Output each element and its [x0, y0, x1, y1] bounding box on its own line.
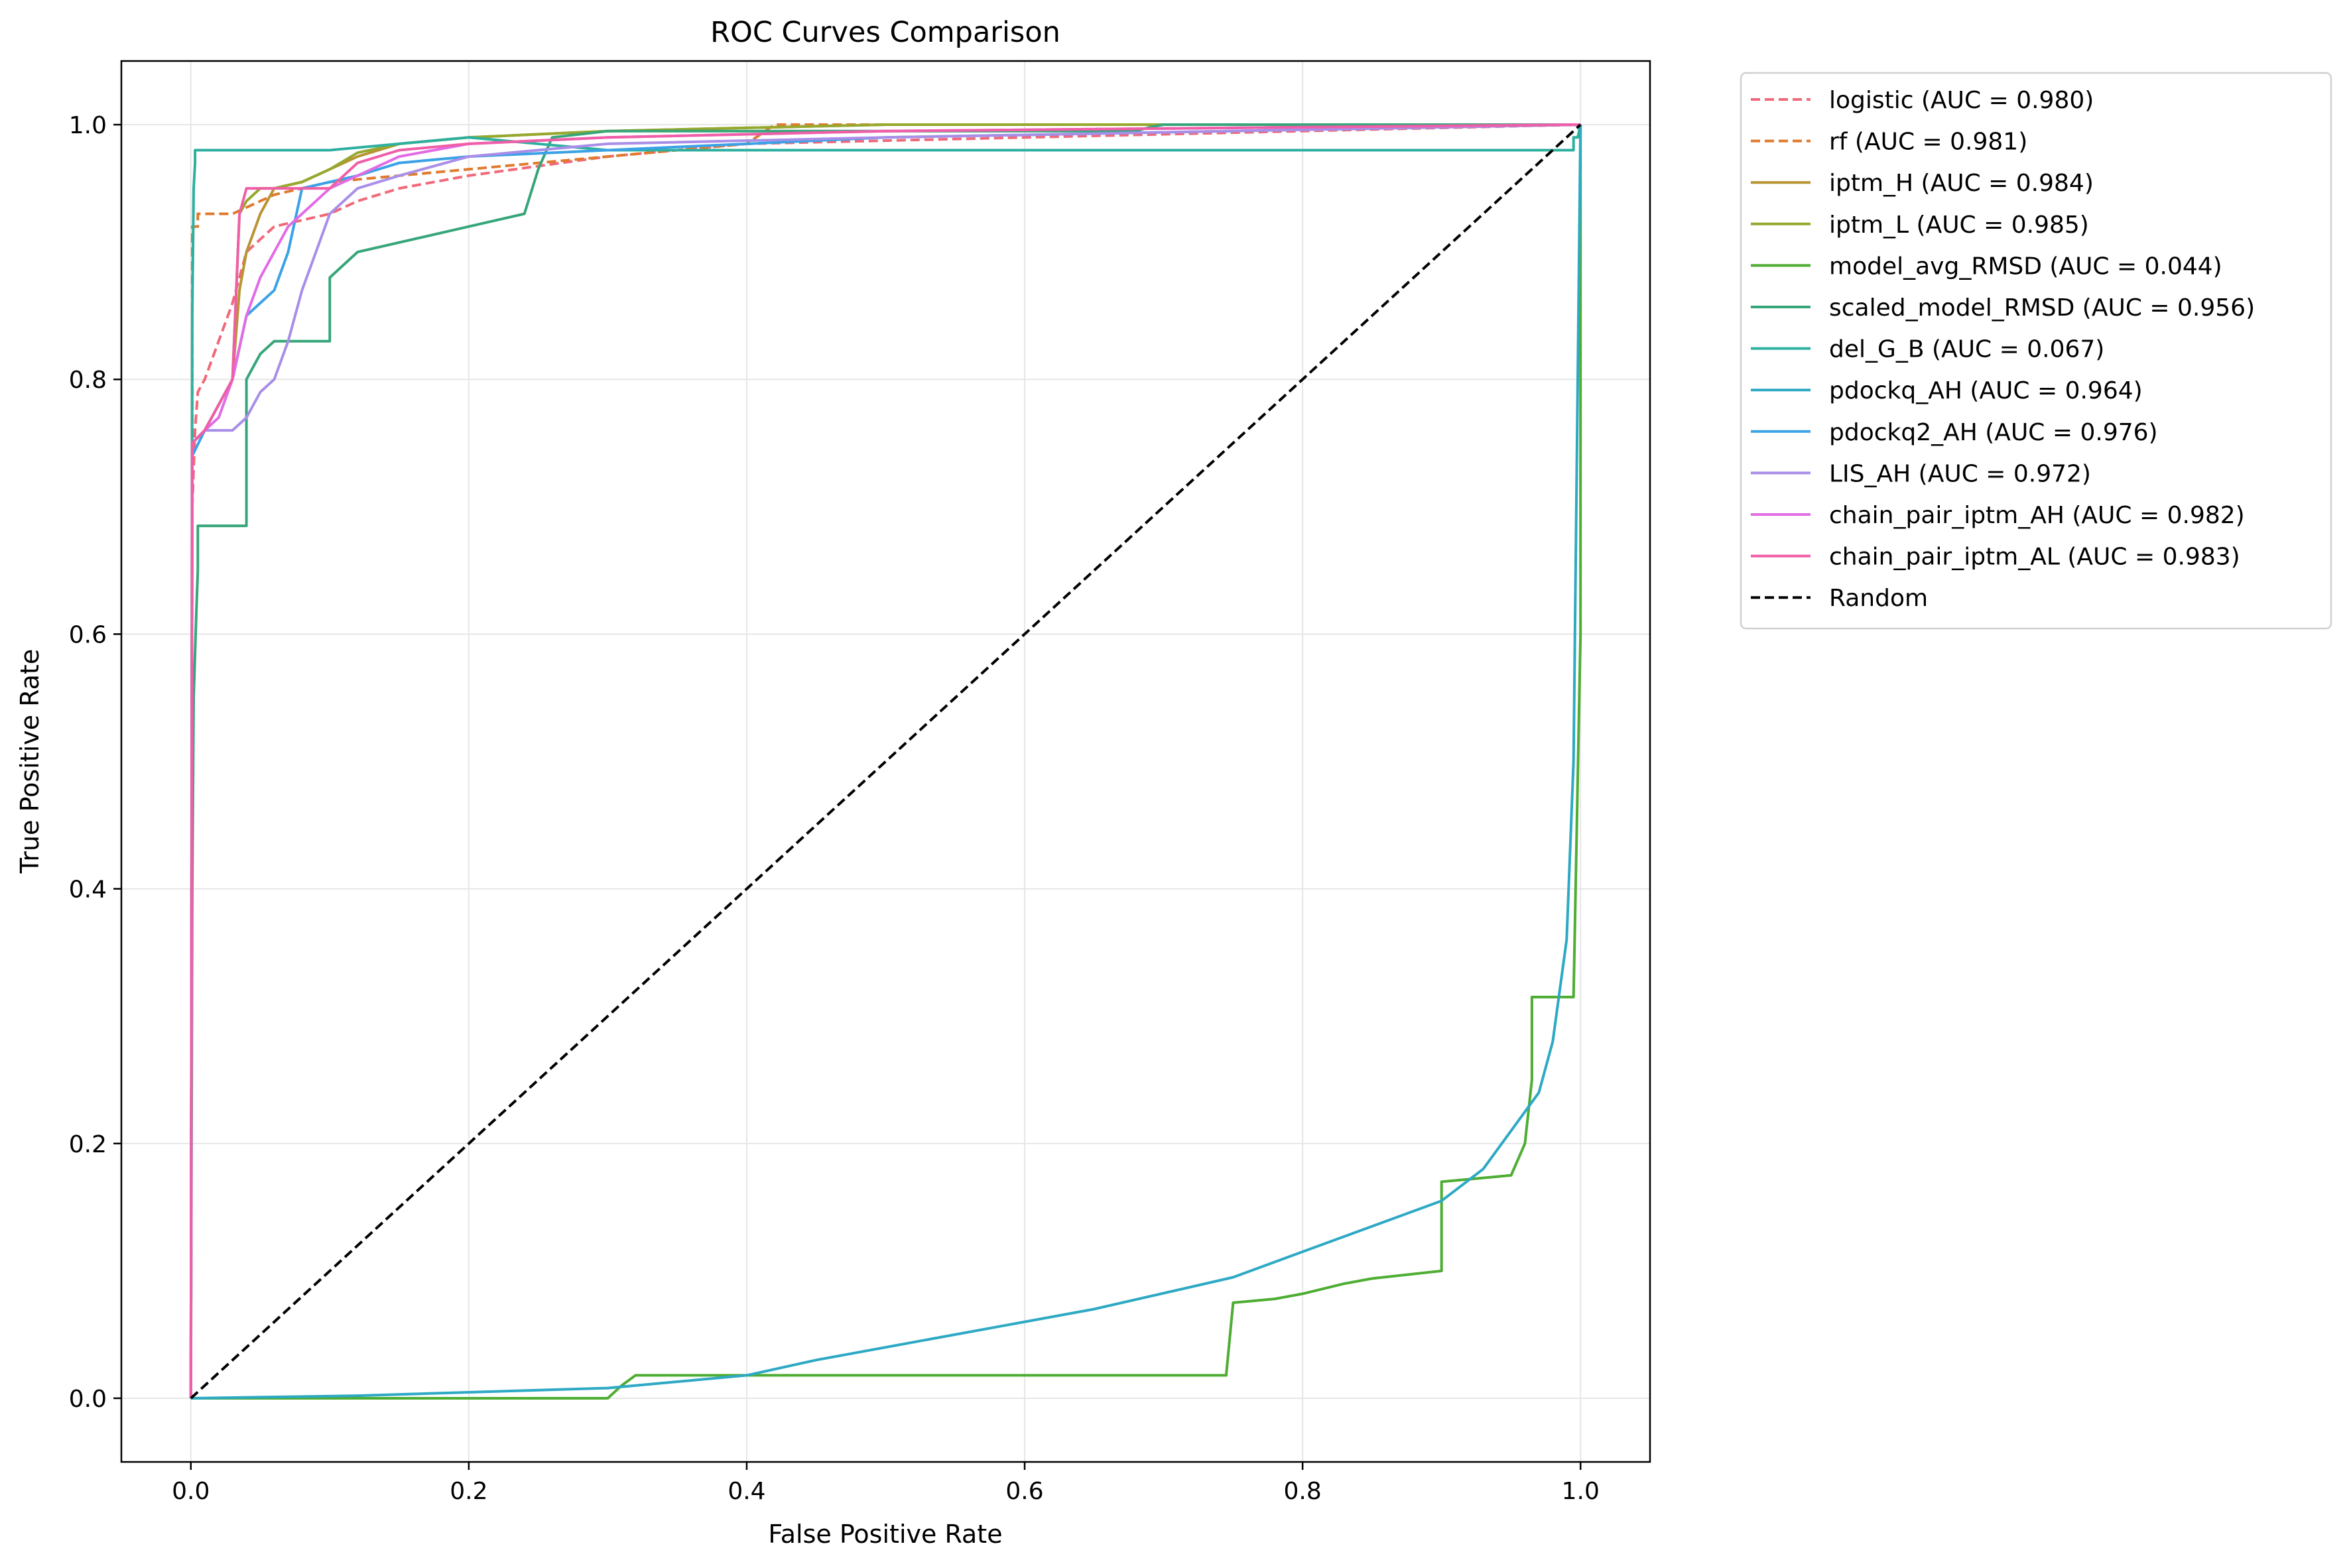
series-line-13	[190, 123, 1582, 1400]
legend-label-3: iptm_H (AUC = 0.984)	[1829, 170, 2094, 197]
series-line-12	[189, 123, 1581, 1399]
y-tick-label: 0.4	[69, 876, 107, 904]
x-tick-label: 0.4	[728, 1478, 765, 1505]
series-layer	[189, 123, 1582, 1400]
y-axis-label: True Positive Rate	[15, 649, 44, 874]
legend-label-10: LIS_AH (AUC = 0.972)	[1829, 460, 2091, 487]
legend: logistic (AUC = 0.980) rf (AUC = 0.981) ip…	[1740, 72, 2332, 630]
x-tick-label: 0.2	[450, 1478, 487, 1505]
x-tick-label: 1.0	[1562, 1478, 1600, 1505]
y-tick-label: 1.0	[69, 112, 107, 139]
x-tick-label: 0.6	[1005, 1478, 1043, 1505]
y-tick-label: 0.0	[69, 1386, 107, 1413]
y-ticks: 0.0 0.2 0.4 0.6 0.8 1.0	[69, 112, 121, 1413]
y-tick-label: 0.2	[69, 1131, 107, 1158]
y-tick-label: 0.6	[69, 621, 107, 648]
legend-label-7: del_G_B (AUC = 0.067)	[1829, 336, 2104, 363]
x-ticks: 0.0 0.2 0.4 0.6 0.8 1.0	[172, 1462, 1600, 1505]
legend-box	[1740, 72, 2332, 630]
legend-label-1: logistic (AUC = 0.980)	[1829, 87, 2094, 114]
legend-label-12: chain_pair_iptm_AL (AUC = 0.983)	[1829, 544, 2240, 571]
legend-label-5: model_avg_RMSD (AUC = 0.044)	[1829, 253, 2222, 280]
series-line-7	[189, 124, 1582, 1399]
x-tick-label: 0.0	[172, 1478, 210, 1505]
plot-frame	[120, 60, 1651, 1463]
legend-label-2: rf (AUC = 0.981)	[1829, 129, 2027, 156]
series-line-5	[190, 125, 1582, 1400]
chart-title: ROC Curves Comparison	[710, 16, 1060, 49]
legend-label-4: iptm_L (AUC = 0.985)	[1829, 211, 2089, 239]
series-line-10	[189, 123, 1581, 1399]
x-tick-label: 0.8	[1284, 1478, 1322, 1505]
legend-label-9: pdockq2_AH (AUC = 0.976)	[1829, 419, 2158, 446]
x-axis-label: False Positive Rate	[768, 1520, 1002, 1549]
legend-label-11: chain_pair_iptm_AH (AUC = 0.982)	[1829, 502, 2245, 529]
legend-label-8: pdockq_AH (AUC = 0.964)	[1829, 377, 2143, 404]
grid	[121, 61, 1650, 1462]
legend-label-13: Random	[1829, 585, 1928, 612]
y-tick-label: 0.8	[69, 367, 107, 394]
legend-label-6: scaled_model_RMSD (AUC = 0.956)	[1829, 294, 2255, 322]
series-line-8	[190, 124, 1582, 1400]
